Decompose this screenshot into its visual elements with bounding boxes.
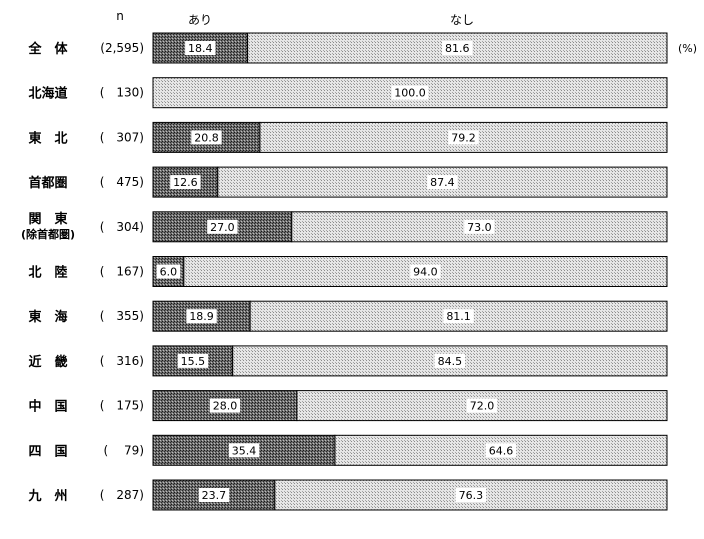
data-label-nashi: 87.4 xyxy=(430,176,455,189)
data-label-background xyxy=(443,309,474,324)
data-label-ari: 18.4 xyxy=(188,42,213,55)
bar-segment-nashi xyxy=(232,345,668,377)
data-label-nashi: 79.2 xyxy=(451,131,476,144)
data-label-nashi: 73.0 xyxy=(467,221,492,234)
data-label-background xyxy=(156,264,181,279)
data-label-background xyxy=(209,398,241,413)
data-label-background xyxy=(410,264,441,279)
category-label: 全 体 xyxy=(27,41,68,57)
sample-size-label: ( 307) xyxy=(100,130,144,144)
data-label-nashi: 100.0 xyxy=(394,87,426,100)
sample-size-label: ( 130) xyxy=(100,86,144,100)
bar-segment-nashi xyxy=(247,32,668,64)
data-label-background xyxy=(455,488,487,502)
data-label-background xyxy=(186,309,217,324)
data-label-ari: 23.7 xyxy=(202,489,227,502)
data-label-background xyxy=(434,353,466,368)
category-sublabel: (除首都圏) xyxy=(21,227,75,241)
data-label-ari: 27.0 xyxy=(210,221,235,234)
bar-segment-ari xyxy=(152,300,251,332)
data-label-nashi: 81.6 xyxy=(445,42,470,55)
data-label-nashi: 72.0 xyxy=(470,400,495,413)
data-label-background xyxy=(177,353,209,368)
data-label-background xyxy=(207,219,238,234)
category-label: 四 国 xyxy=(28,444,67,459)
data-label-ari: 35.4 xyxy=(232,444,257,457)
legend-label-nashi: なし xyxy=(450,13,474,27)
data-label-ari: 18.9 xyxy=(189,310,214,323)
data-label-background xyxy=(228,443,260,458)
data-label-background xyxy=(448,130,479,145)
data-label-background xyxy=(464,219,495,234)
data-label-ari: 28.0 xyxy=(213,400,238,413)
sample-size-label: ( 175) xyxy=(100,399,144,413)
unit-label: (%) xyxy=(678,42,697,55)
category-label: 近 畿 xyxy=(28,354,67,370)
data-label-background xyxy=(427,175,458,190)
data-label-background xyxy=(191,130,222,145)
data-label-background xyxy=(442,41,473,55)
category-label: 北 陸 xyxy=(28,265,67,281)
data-label-background xyxy=(466,398,498,413)
data-label-background xyxy=(170,175,201,190)
sample-size-label: ( 475) xyxy=(100,175,144,189)
data-label-nashi: 94.0 xyxy=(413,266,438,279)
data-label-ari: 20.8 xyxy=(194,131,219,144)
data-label-background xyxy=(485,443,517,458)
data-label-background xyxy=(198,488,230,502)
legend-label-ari: あり xyxy=(188,13,212,27)
data-label-ari: 12.6 xyxy=(173,176,198,189)
category-label: 北海道 xyxy=(28,86,67,102)
sample-size-label: ( 287) xyxy=(100,488,144,502)
bar-rows: 全 体 (2,595) 18.4 81.6 北海道 ( 130) 100.0 東 北 ( 307… xyxy=(21,32,668,511)
sample-size-label: ( 355) xyxy=(100,309,144,323)
data-label-background xyxy=(185,41,216,55)
category-label: 首都圏 xyxy=(28,175,67,191)
n-header: n xyxy=(116,9,124,23)
sample-size-label: ( 304) xyxy=(100,220,144,234)
sample-size-label: (2,595) xyxy=(100,41,144,55)
data-label-background xyxy=(391,85,429,100)
category-label: 中 国 xyxy=(28,399,67,415)
data-label-nashi: 64.6 xyxy=(489,444,514,457)
sample-size-label: ( 167) xyxy=(100,265,144,279)
category-label: 東 北 xyxy=(28,130,67,146)
data-label-nashi: 84.5 xyxy=(438,355,463,368)
category-label: 東 海 xyxy=(28,309,67,325)
data-label-ari: 15.5 xyxy=(181,355,206,368)
data-label-ari: 6.0 xyxy=(160,266,178,279)
data-label-nashi: 76.3 xyxy=(459,489,484,502)
category-label: 九 州 xyxy=(27,489,67,504)
category-label: 関 東 xyxy=(28,211,67,227)
data-label-nashi: 81.1 xyxy=(446,310,471,323)
sample-size-label: ( 316) xyxy=(100,354,144,368)
sample-size-label: ( 79) xyxy=(104,443,144,457)
